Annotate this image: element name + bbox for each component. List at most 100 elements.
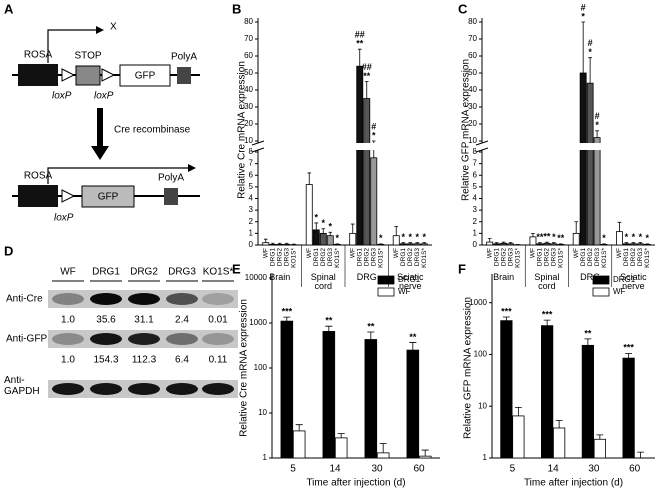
arrow-head	[96, 26, 104, 34]
category-label-box: Brain	[493, 273, 514, 282]
error-bar	[552, 242, 556, 244]
bar	[312, 229, 320, 246]
significance-mark: *	[372, 130, 376, 140]
error-bar	[335, 243, 340, 245]
error-bar	[357, 48, 362, 67]
y-tick-label: 60	[468, 51, 477, 60]
y-tick-label: 7	[249, 159, 254, 168]
error-bar	[421, 449, 429, 457]
bar	[581, 344, 594, 459]
bar	[586, 82, 594, 246]
blot-band	[52, 333, 84, 345]
error-bar	[409, 342, 417, 351]
x-tick-label: 30	[371, 464, 383, 475]
error-bar	[555, 420, 563, 428]
category-label: Spinal cord	[310, 273, 336, 292]
category-label: Brain	[269, 273, 291, 282]
bar	[376, 452, 390, 459]
lane-label: WF	[60, 267, 76, 278]
error-bar	[638, 242, 643, 244]
series-label: DRG3	[283, 248, 290, 266]
y-tick-label: 80	[244, 17, 253, 26]
y-tick-label: 60	[244, 51, 253, 60]
bar	[326, 235, 334, 246]
significance-mark: *	[328, 222, 332, 232]
band-value: 154.3	[93, 355, 118, 366]
error-bar	[558, 243, 563, 245]
series-label: WF	[349, 248, 356, 258]
y-tick-label: 3	[473, 205, 478, 214]
bar	[406, 243, 414, 246]
blot-band	[202, 333, 234, 345]
loxp-label: loxP	[54, 213, 74, 224]
y-axis-label: Relative GFP mRNA expression	[463, 297, 474, 439]
x-tick-label: 60	[413, 464, 425, 475]
bar	[333, 244, 341, 246]
bar	[334, 437, 348, 459]
error-bar	[321, 228, 326, 234]
y-tick-label: 6	[249, 170, 254, 179]
error-bar	[631, 242, 636, 244]
reporter-label: GFP	[135, 71, 156, 82]
series-label: DRG1	[580, 248, 587, 266]
series-label: DRG2	[320, 248, 327, 266]
y-tick-label: 2	[473, 217, 478, 226]
legend-swatch	[377, 275, 395, 285]
series-label: DRG1	[493, 248, 500, 266]
error-bar	[337, 433, 345, 438]
polya-box	[177, 67, 191, 84]
band-value: 0.01	[208, 315, 228, 326]
bar	[493, 243, 501, 246]
y-tick-label: 100	[474, 350, 488, 359]
blocked-mark: X	[110, 22, 117, 33]
error-bar	[545, 241, 549, 244]
significance-mark: **	[367, 321, 375, 331]
error-bar	[295, 424, 303, 431]
series-label: DRG1	[313, 248, 320, 266]
blot-band	[128, 293, 160, 305]
stop-label: STOP	[74, 51, 101, 62]
y-tick-label: 1000	[469, 298, 487, 307]
y-tick-label: 7	[473, 159, 478, 168]
error-bar	[514, 406, 522, 416]
significance-mark: **	[325, 316, 333, 326]
y-tick-label: 30	[244, 102, 253, 111]
band-value: 112.3	[132, 355, 157, 366]
significance-mark: *	[379, 233, 383, 243]
x-tick-label: 60	[629, 464, 641, 475]
legend-swatch	[592, 275, 610, 285]
bar	[629, 243, 637, 246]
legend-label: DRG1	[613, 275, 636, 284]
loxp-site	[101, 68, 116, 82]
blot-band	[202, 383, 234, 395]
significance-mark: *	[581, 11, 585, 21]
significance-mark: #	[595, 111, 600, 121]
error-bar	[291, 243, 296, 245]
significance-mark: **	[356, 39, 364, 49]
bar	[500, 320, 513, 459]
row-label: Anti-GFP	[6, 334, 47, 345]
error-bar	[494, 242, 499, 244]
promoter-label: ROSA	[24, 50, 53, 61]
bar	[349, 232, 357, 246]
error-bar	[645, 243, 650, 245]
y-tick-label: 8	[249, 147, 254, 156]
bar	[622, 243, 630, 246]
significance-mark: **	[584, 328, 592, 338]
significance-mark: ***	[542, 310, 553, 320]
significance-mark: *	[335, 233, 339, 243]
error-bar	[263, 238, 268, 243]
series-label: DRG3	[370, 248, 377, 266]
axis-break	[476, 143, 657, 150]
significance-mark: #	[581, 2, 586, 12]
step-arrow-head	[91, 146, 109, 160]
bar	[557, 244, 565, 246]
bar	[392, 235, 400, 246]
error-bar	[314, 222, 319, 230]
band-value: 1.0	[61, 315, 75, 326]
series-label: DRG2	[363, 248, 370, 266]
error-bar	[415, 242, 420, 244]
significance-mark: *	[639, 232, 643, 242]
error-bar	[350, 223, 355, 234]
series-label: DRG3	[414, 248, 421, 266]
